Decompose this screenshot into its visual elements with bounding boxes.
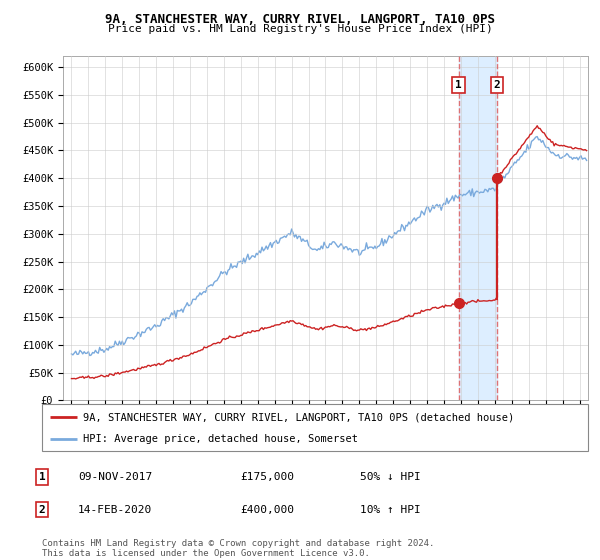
Text: 10% ↑ HPI: 10% ↑ HPI: [360, 505, 421, 515]
Text: 1: 1: [455, 80, 462, 90]
Text: Price paid vs. HM Land Registry's House Price Index (HPI): Price paid vs. HM Land Registry's House …: [107, 24, 493, 34]
Text: 9A, STANCHESTER WAY, CURRY RIVEL, LANGPORT, TA10 0PS (detached house): 9A, STANCHESTER WAY, CURRY RIVEL, LANGPO…: [83, 412, 514, 422]
Text: 9A, STANCHESTER WAY, CURRY RIVEL, LANGPORT, TA10 0PS: 9A, STANCHESTER WAY, CURRY RIVEL, LANGPO…: [105, 13, 495, 26]
Text: 1: 1: [38, 472, 46, 482]
Bar: [458, 56, 497, 400]
Text: 2: 2: [494, 80, 500, 90]
Text: 2: 2: [38, 505, 46, 515]
Text: 09-NOV-2017: 09-NOV-2017: [78, 472, 152, 482]
Text: £400,000: £400,000: [240, 505, 294, 515]
Text: 50% ↓ HPI: 50% ↓ HPI: [360, 472, 421, 482]
Text: HPI: Average price, detached house, Somerset: HPI: Average price, detached house, Some…: [83, 434, 358, 444]
Text: £175,000: £175,000: [240, 472, 294, 482]
Text: 14-FEB-2020: 14-FEB-2020: [78, 505, 152, 515]
Text: Contains HM Land Registry data © Crown copyright and database right 2024.
This d: Contains HM Land Registry data © Crown c…: [42, 539, 434, 558]
